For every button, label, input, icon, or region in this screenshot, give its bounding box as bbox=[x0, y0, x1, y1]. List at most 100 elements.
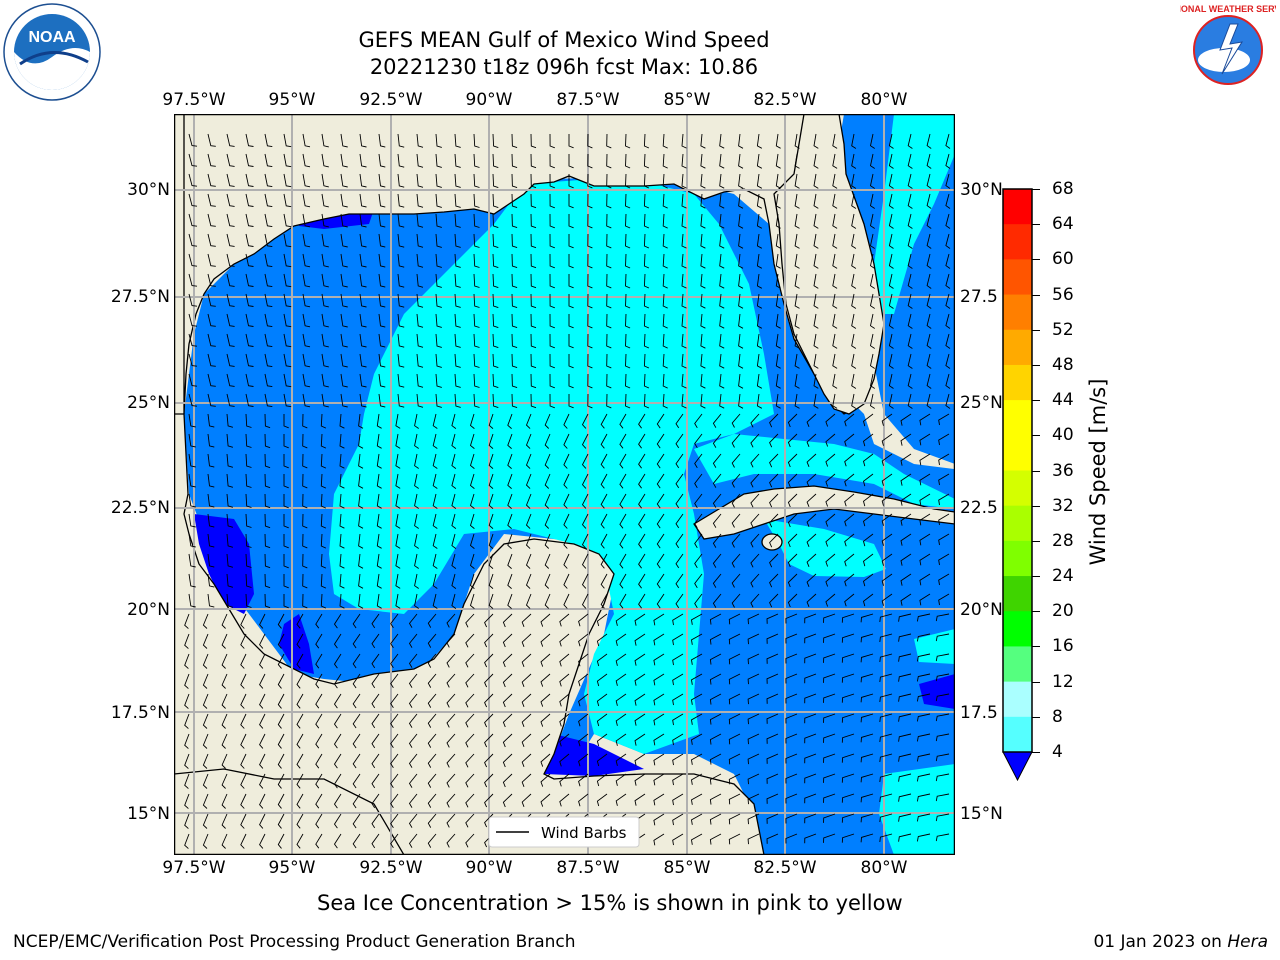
wind-barb bbox=[794, 293, 800, 309]
wind-barb bbox=[738, 253, 744, 269]
wind-barb bbox=[416, 153, 424, 168]
wind-barb bbox=[844, 533, 855, 547]
wind-barb bbox=[264, 193, 273, 208]
wind-barb bbox=[376, 493, 382, 509]
wind-barb bbox=[339, 413, 345, 429]
wind-barb bbox=[926, 273, 932, 289]
lon-tick-bottom: 85°W bbox=[663, 858, 711, 878]
wind-barb bbox=[296, 633, 304, 649]
wind-barb bbox=[563, 513, 570, 529]
wind-barb bbox=[283, 514, 289, 529]
wind-barb bbox=[643, 153, 650, 169]
wind-barb bbox=[596, 653, 608, 667]
wind-barb bbox=[427, 733, 437, 748]
wind-barb bbox=[259, 713, 266, 729]
wind-barb bbox=[465, 733, 475, 748]
wind-barb bbox=[938, 553, 950, 566]
colorbar-tick-label: 56 bbox=[1052, 284, 1074, 305]
wind-barb bbox=[540, 673, 551, 687]
wind-barb bbox=[502, 613, 513, 628]
wind-barb bbox=[578, 773, 589, 787]
wind-barb bbox=[709, 653, 722, 665]
colorbar-tick-mark bbox=[1032, 611, 1040, 613]
wind-barb bbox=[525, 433, 532, 449]
wind-barb bbox=[207, 493, 215, 508]
wind-barb bbox=[568, 394, 574, 409]
wind-barb bbox=[416, 193, 424, 208]
wind-barb bbox=[283, 393, 292, 408]
wind-barb bbox=[907, 173, 913, 189]
wind-barb bbox=[465, 713, 475, 728]
wind-barb bbox=[881, 413, 893, 426]
wind-barb bbox=[728, 833, 741, 845]
wind-barb bbox=[879, 713, 893, 723]
wind-barb bbox=[681, 253, 687, 269]
wind-barb bbox=[606, 313, 612, 329]
wind-barb bbox=[525, 413, 532, 429]
wind-barb bbox=[919, 533, 931, 546]
wind-barb bbox=[568, 174, 574, 189]
wind-barb bbox=[625, 133, 631, 149]
wind-barb bbox=[302, 413, 308, 429]
wind-barb bbox=[397, 193, 405, 208]
wind-barb bbox=[549, 153, 555, 169]
wind-barb bbox=[184, 613, 190, 629]
wind-barb bbox=[700, 273, 706, 289]
wind-barb bbox=[184, 673, 190, 689]
wind-barb bbox=[226, 513, 234, 528]
wind-barb bbox=[511, 153, 518, 169]
wind-barb bbox=[587, 313, 593, 329]
wind-barb bbox=[907, 273, 913, 289]
wind-barb bbox=[625, 273, 631, 289]
wind-barb bbox=[898, 613, 912, 622]
wind-barb bbox=[188, 273, 198, 287]
wind-barb bbox=[851, 333, 857, 349]
wind-barb bbox=[321, 313, 329, 328]
wind-barb bbox=[395, 413, 401, 429]
lat-tick-right: 27.5 bbox=[960, 287, 998, 307]
wind-barb bbox=[435, 273, 442, 288]
wind-barb bbox=[606, 333, 612, 349]
wind-barb bbox=[296, 613, 304, 629]
wind-barb bbox=[277, 613, 285, 629]
wind-barb bbox=[530, 213, 537, 229]
wind-barb bbox=[264, 133, 273, 148]
wind-barb bbox=[488, 413, 494, 429]
map-frame bbox=[174, 114, 955, 855]
wind-barb bbox=[559, 773, 570, 787]
wind-barb bbox=[469, 453, 475, 469]
wind-barb bbox=[184, 773, 190, 789]
wind-barb bbox=[825, 413, 836, 427]
wind-barb bbox=[747, 673, 760, 685]
wind-barb bbox=[643, 313, 650, 329]
wind-barb bbox=[469, 593, 475, 609]
wind-barb bbox=[813, 393, 819, 409]
wind-barb bbox=[245, 393, 254, 407]
wind-barb bbox=[638, 433, 646, 449]
wind-barb bbox=[277, 693, 285, 709]
wind-barb bbox=[869, 313, 875, 329]
wind-barb bbox=[226, 193, 235, 207]
wind-barb bbox=[245, 193, 254, 207]
wind-barb bbox=[221, 793, 228, 809]
wind-barb bbox=[750, 453, 760, 468]
wind-barb bbox=[264, 493, 271, 509]
wind-barb bbox=[775, 393, 781, 409]
wind-barb bbox=[769, 433, 779, 448]
wind-barb bbox=[435, 353, 442, 368]
wind-barb bbox=[825, 533, 836, 547]
wind-barb bbox=[549, 253, 555, 269]
wind-barb bbox=[446, 633, 456, 648]
wind-barb bbox=[283, 333, 292, 348]
wind-barb bbox=[259, 753, 266, 769]
wind-barb bbox=[446, 813, 456, 828]
wind-barb bbox=[202, 753, 209, 769]
wind-barb bbox=[321, 253, 329, 268]
wind-barb bbox=[841, 633, 855, 643]
wind-barb bbox=[469, 413, 475, 429]
wind-barb bbox=[926, 293, 932, 309]
footer-date: 01 Jan 2023 on Hera bbox=[1093, 932, 1268, 952]
wind-barb bbox=[606, 293, 612, 309]
wind-barb bbox=[451, 553, 457, 569]
wind-barb bbox=[587, 193, 593, 209]
